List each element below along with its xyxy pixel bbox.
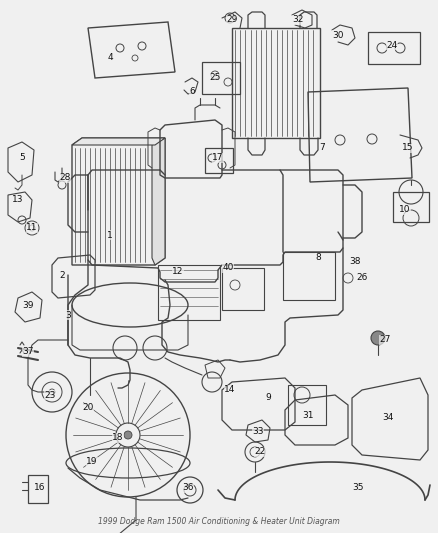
- Text: 39: 39: [22, 301, 34, 310]
- Text: 26: 26: [356, 273, 367, 282]
- Text: 30: 30: [332, 30, 344, 39]
- Text: 24: 24: [386, 41, 398, 50]
- Text: 14: 14: [224, 385, 236, 394]
- Text: 15: 15: [402, 143, 414, 152]
- Text: 1: 1: [107, 230, 113, 239]
- Text: 25: 25: [209, 74, 221, 83]
- Text: 33: 33: [252, 427, 264, 437]
- Bar: [283, 252, 335, 300]
- Text: 32: 32: [292, 15, 304, 25]
- Text: 6: 6: [189, 87, 195, 96]
- Text: 5: 5: [19, 154, 25, 163]
- Circle shape: [371, 331, 385, 345]
- Bar: [288, 385, 326, 425]
- Text: 36: 36: [182, 483, 194, 492]
- Polygon shape: [152, 138, 165, 265]
- Bar: [28, 475, 48, 503]
- Bar: [232, 28, 320, 138]
- Bar: [393, 192, 429, 222]
- Text: 38: 38: [349, 257, 361, 266]
- Bar: [158, 265, 220, 320]
- Text: 31: 31: [302, 410, 314, 419]
- Text: 34: 34: [382, 414, 394, 423]
- Circle shape: [124, 431, 132, 439]
- Text: 16: 16: [34, 483, 46, 492]
- Text: 11: 11: [26, 223, 38, 232]
- Text: 1999 Dodge Ram 1500 Air Conditioning & Heater Unit Diagram: 1999 Dodge Ram 1500 Air Conditioning & H…: [98, 518, 340, 527]
- Bar: [205, 148, 233, 173]
- Text: 35: 35: [352, 483, 364, 492]
- Bar: [222, 268, 264, 310]
- Text: 17: 17: [212, 154, 224, 163]
- Bar: [202, 62, 240, 94]
- Text: 3: 3: [65, 311, 71, 319]
- Text: 23: 23: [44, 391, 56, 400]
- Text: 13: 13: [12, 196, 24, 205]
- Text: 40: 40: [223, 263, 234, 272]
- Text: 22: 22: [254, 448, 265, 456]
- Text: 4: 4: [107, 53, 113, 62]
- Text: 29: 29: [226, 15, 238, 25]
- Polygon shape: [72, 138, 165, 145]
- Bar: [368, 32, 420, 64]
- Text: 9: 9: [265, 393, 271, 402]
- Text: 18: 18: [112, 433, 124, 442]
- Text: 19: 19: [86, 457, 98, 466]
- Text: 28: 28: [59, 174, 71, 182]
- Text: 10: 10: [399, 206, 411, 214]
- Text: 20: 20: [82, 403, 94, 413]
- Text: 2: 2: [59, 271, 65, 279]
- Text: 27: 27: [379, 335, 391, 344]
- Text: 12: 12: [172, 268, 184, 277]
- Text: 8: 8: [315, 254, 321, 262]
- Text: 37: 37: [22, 348, 34, 357]
- Text: 7: 7: [319, 143, 325, 152]
